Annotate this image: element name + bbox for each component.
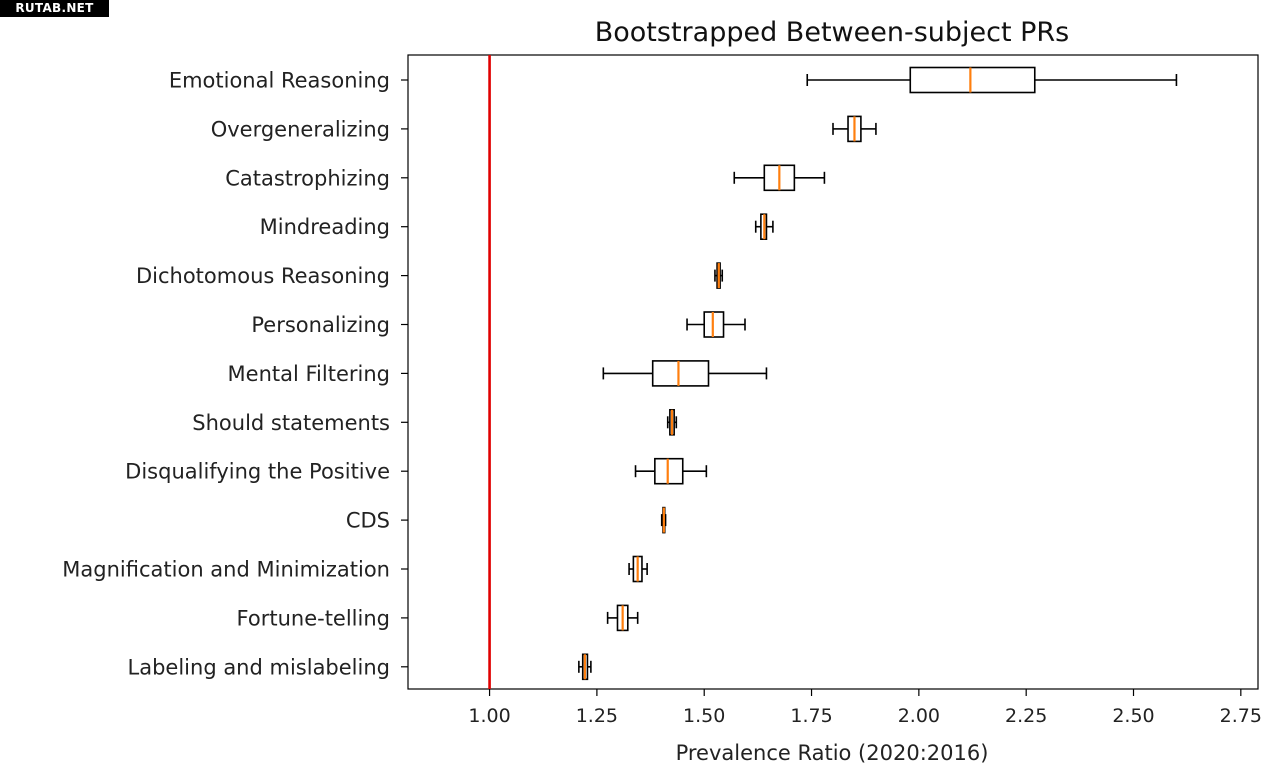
plot-frame [407, 54, 1259, 690]
box-group [754, 213, 774, 240]
box-group [602, 360, 768, 387]
y-tick-label: Personalizing [251, 313, 390, 337]
y-tick-label: CDS [346, 509, 390, 533]
y-tick-label: Fortune-telling [237, 606, 390, 630]
y-tick-label: Catastrophizing [225, 166, 390, 190]
y-tick-label: Magnification and Minimization [62, 558, 390, 582]
iqr-box [909, 66, 1036, 94]
box-group [634, 457, 708, 485]
x-tick-label: 1.25 [576, 705, 618, 727]
watermark: RUTAB.NET [0, 0, 109, 17]
y-tick-label: Disqualifying the Positive [125, 460, 390, 484]
y-tick-label: Emotional Reasoning [169, 69, 390, 93]
x-tick-label: 2.00 [898, 705, 940, 727]
y-tick-label: Dichotomous Reasoning [136, 264, 390, 288]
iqr-box [651, 360, 710, 387]
x-tick-label: 1.00 [468, 705, 510, 727]
box-group [832, 115, 877, 143]
y-tick-label: Should statements [192, 411, 390, 435]
chart-title: Bootstrapped Between-subject PRs [595, 17, 1070, 48]
x-tick-label: 1.75 [790, 705, 832, 727]
y-tick-label: Mindreading [260, 215, 390, 239]
box-group [628, 555, 648, 583]
y-axis: Emotional Reasoning Overgeneralizing Catas… [62, 69, 408, 679]
y-tick-label: Labeling and mislabeling [128, 655, 390, 679]
box-group [666, 408, 678, 436]
box-group [714, 262, 724, 289]
x-axis-label: Prevalence Ratio (2020:2016) [676, 741, 989, 765]
box-group [660, 506, 667, 534]
chart-marks [488, 55, 1178, 689]
box-group [806, 66, 1178, 94]
x-tick-label: 2.50 [1112, 705, 1154, 727]
x-tick-label: 1.50 [683, 705, 725, 727]
box-group [606, 604, 639, 632]
box-group [686, 311, 746, 338]
x-tick-label: 2.25 [1005, 705, 1047, 727]
box-group [578, 653, 592, 681]
x-axis: 1.00 1.25 1.50 1.75 2.00 2.25 2.50 2.75 [468, 689, 1262, 727]
box-group [733, 164, 826, 192]
x-tick-label: 2.75 [1220, 705, 1262, 727]
y-tick-label: Mental Filtering [228, 362, 390, 386]
y-tick-label: Overgeneralizing [211, 117, 390, 141]
